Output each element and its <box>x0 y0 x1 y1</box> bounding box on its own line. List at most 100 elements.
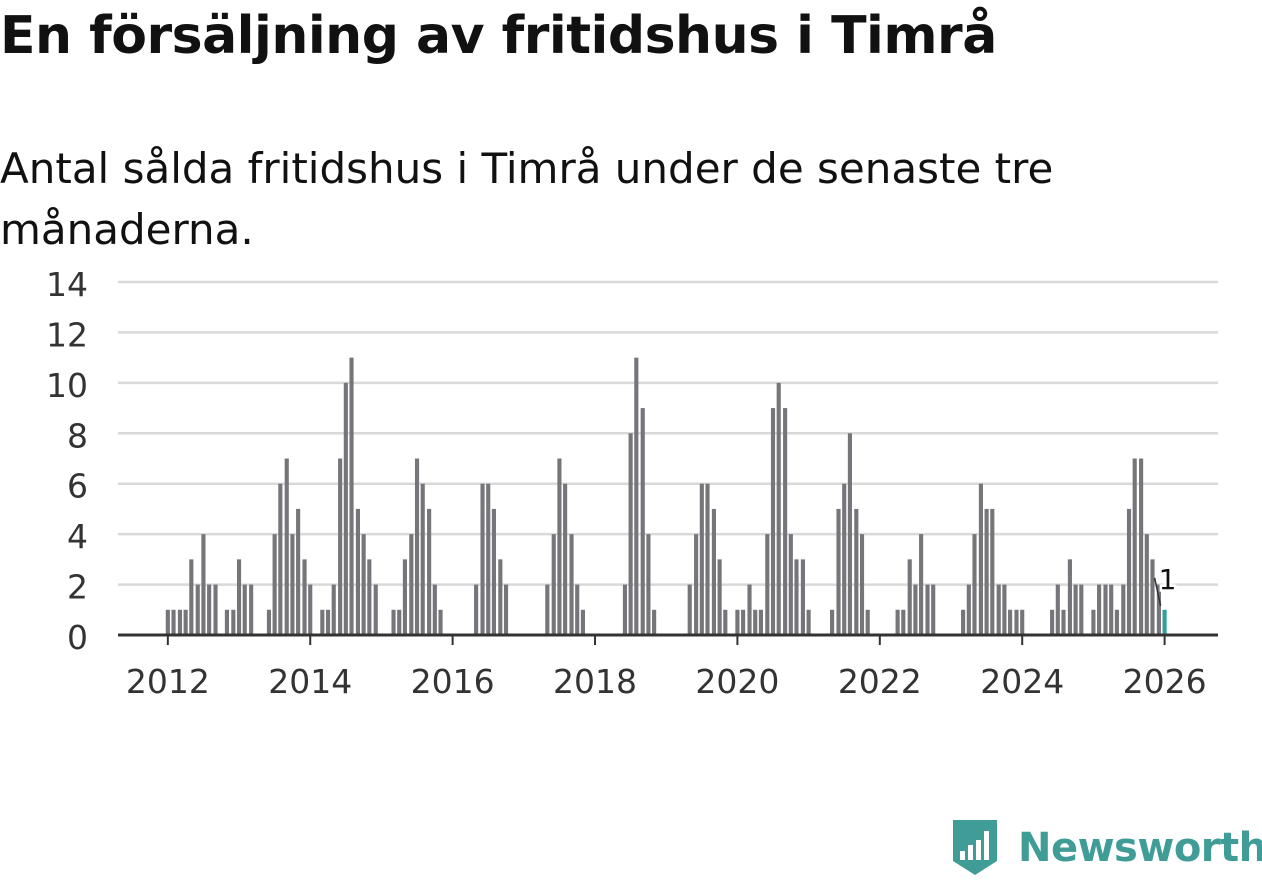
bar <box>634 357 639 635</box>
bar <box>1150 559 1155 635</box>
bar <box>783 408 788 635</box>
bar <box>414 458 420 635</box>
bar <box>919 534 924 635</box>
bar <box>373 584 378 635</box>
bar <box>272 534 277 635</box>
bar <box>296 508 301 635</box>
bar <box>800 559 805 635</box>
bar <box>984 508 989 635</box>
bar <box>480 483 485 635</box>
bar <box>402 559 407 635</box>
x-tick-label: 2024 <box>980 662 1064 701</box>
bar <box>758 609 763 635</box>
bar <box>290 534 295 635</box>
bars <box>165 357 1167 635</box>
y-tick-label: 8 <box>67 416 88 455</box>
bar <box>978 483 983 635</box>
x-tick-label: 2014 <box>268 662 352 701</box>
bar <box>711 508 716 635</box>
bar <box>397 609 402 635</box>
bar <box>735 609 740 635</box>
bar <box>830 609 835 635</box>
bar <box>652 609 657 635</box>
bar <box>765 534 770 635</box>
bar <box>747 584 752 635</box>
bar <box>575 584 580 635</box>
bar <box>1061 609 1066 635</box>
bar <box>705 483 710 635</box>
bar <box>177 609 183 635</box>
bar <box>557 458 562 635</box>
bar <box>646 534 651 635</box>
bar <box>236 559 242 635</box>
bar <box>183 609 188 635</box>
bar <box>1121 584 1126 635</box>
bar <box>1073 584 1078 635</box>
bar <box>865 609 870 635</box>
x-tick-label: 2026 <box>1123 662 1207 701</box>
bar <box>961 609 966 635</box>
newsworthy-logo[interactable]: Newsworthy <box>950 816 1262 880</box>
bar <box>741 609 746 635</box>
bar <box>545 584 550 635</box>
bar <box>284 458 289 635</box>
bar <box>895 609 900 635</box>
brand-name: Newsworthy <box>1018 825 1262 871</box>
last-value-annotation: 1 <box>1153 560 1179 606</box>
bar <box>503 584 509 635</box>
bar <box>213 584 218 635</box>
bar <box>302 559 307 635</box>
newsworthy-logo-icon <box>953 820 997 875</box>
y-tick-label: 14 <box>46 265 88 304</box>
annotation-label: 1 <box>1159 563 1177 596</box>
bar <box>207 584 212 635</box>
bar-highlighted <box>1162 609 1167 635</box>
bar <box>1114 609 1119 635</box>
bar <box>913 584 918 635</box>
bar <box>628 433 633 635</box>
bar <box>925 584 930 635</box>
bar <box>1002 584 1007 635</box>
bar <box>491 508 496 635</box>
y-tick-label: 12 <box>46 315 88 354</box>
bar <box>966 584 971 635</box>
bar <box>723 609 728 635</box>
bar <box>776 382 781 635</box>
bar <box>1079 584 1084 635</box>
bar <box>338 458 343 635</box>
bar <box>349 357 354 635</box>
bar <box>391 609 396 635</box>
bar <box>427 508 432 635</box>
bar <box>842 483 847 635</box>
bar <box>622 584 627 635</box>
y-axis-ticks: 0 2 4 6 8 10 12 14 <box>46 265 88 657</box>
bar <box>486 483 491 635</box>
bar <box>694 534 699 635</box>
bar <box>551 534 556 635</box>
bar <box>788 534 793 635</box>
y-tick-label: 0 <box>67 618 88 657</box>
bar <box>498 559 503 635</box>
bar <box>901 609 906 635</box>
bar <box>438 609 443 635</box>
bar <box>1050 609 1055 635</box>
bar <box>847 433 852 635</box>
bar <box>563 483 568 635</box>
bar <box>806 609 811 635</box>
bar <box>1126 508 1132 635</box>
bar <box>343 382 348 635</box>
bar <box>1132 458 1137 635</box>
bar <box>717 559 722 635</box>
bar <box>171 609 176 635</box>
bar <box>996 584 1001 635</box>
x-tick-label: 2012 <box>126 662 210 701</box>
bar <box>361 534 366 635</box>
bar <box>278 483 283 635</box>
bar <box>753 609 758 635</box>
bar <box>770 408 776 635</box>
bar <box>1091 609 1096 635</box>
bar <box>325 609 331 635</box>
bar <box>409 534 414 635</box>
bar <box>854 508 859 635</box>
